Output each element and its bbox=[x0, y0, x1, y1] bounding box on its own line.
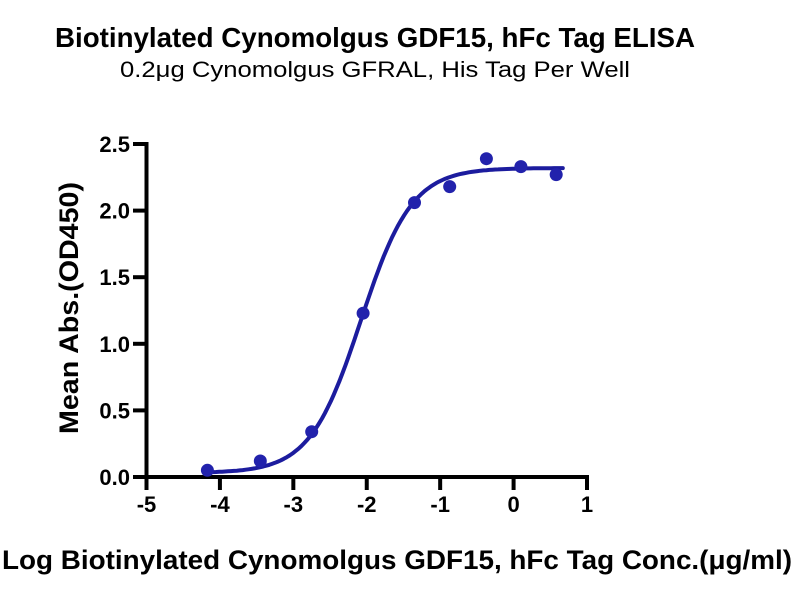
x-tick-label: -3 bbox=[284, 492, 304, 517]
data-points bbox=[200, 152, 563, 477]
fit-curve-path bbox=[205, 166, 565, 475]
data-point bbox=[200, 463, 214, 477]
data-point bbox=[305, 425, 319, 439]
y-tick-label: 0.0 bbox=[99, 465, 130, 490]
y-tick-label: 2.5 bbox=[99, 132, 130, 157]
axes: -5 -4 -3 -2 -1 0 1 0.0 0.5 1.0 1.5 2.0 2.5 bbox=[99, 132, 593, 517]
data-point bbox=[549, 168, 563, 182]
x-tick-label: -1 bbox=[430, 492, 450, 517]
data-point bbox=[253, 454, 267, 468]
data-point bbox=[443, 180, 457, 194]
x-tick-label: 0 bbox=[507, 492, 519, 517]
y-tick-label: 1.0 bbox=[99, 332, 130, 357]
chart-subtitle: 0.2μg Cynomolgus GFRAL, His Tag Per Well bbox=[120, 57, 630, 82]
x-tick-label: -2 bbox=[357, 492, 377, 517]
x-axis-title: Log Biotinylated Cynomolgus GDF15, hFc T… bbox=[2, 545, 792, 575]
y-tick-label: 2.0 bbox=[99, 199, 130, 224]
y-tick-label: 0.5 bbox=[99, 398, 130, 423]
chart-title: Biotinylated Cynomolgus GDF15, hFc Tag E… bbox=[55, 22, 695, 53]
data-point bbox=[479, 152, 493, 166]
data-point bbox=[514, 160, 528, 174]
fit-curve bbox=[205, 166, 565, 475]
x-tick-label: -5 bbox=[137, 492, 157, 517]
x-tick-label: 1 bbox=[581, 492, 593, 517]
data-point bbox=[408, 196, 421, 210]
data-point bbox=[356, 306, 370, 320]
y-axis-title: Mean Abs.(OD450) bbox=[54, 182, 84, 434]
y-tick-label: 1.5 bbox=[99, 265, 130, 290]
x-tick-label: -4 bbox=[210, 492, 230, 517]
